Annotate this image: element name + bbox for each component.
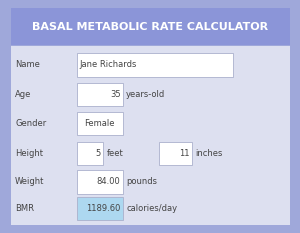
Text: Gender: Gender	[15, 119, 46, 128]
Text: Female: Female	[85, 119, 115, 128]
Text: pounds: pounds	[126, 177, 157, 186]
Text: 5: 5	[96, 149, 101, 158]
FancyBboxPatch shape	[159, 142, 192, 165]
Text: calories/day: calories/day	[126, 204, 177, 213]
Text: BASAL METABOLIC RATE CALCULATOR: BASAL METABOLIC RATE CALCULATOR	[32, 22, 268, 31]
Text: years-old: years-old	[126, 90, 165, 99]
Text: Name: Name	[15, 60, 40, 69]
FancyBboxPatch shape	[76, 142, 103, 165]
Text: BMR: BMR	[15, 204, 34, 213]
Text: Height: Height	[15, 149, 43, 158]
FancyBboxPatch shape	[76, 53, 232, 76]
Text: 35: 35	[110, 90, 121, 99]
Text: 11: 11	[179, 149, 190, 158]
Text: Weight: Weight	[15, 177, 44, 186]
Text: 84.00: 84.00	[97, 177, 121, 186]
FancyBboxPatch shape	[76, 112, 123, 136]
FancyBboxPatch shape	[76, 170, 123, 194]
Text: 1189.60: 1189.60	[86, 204, 121, 213]
FancyBboxPatch shape	[76, 197, 123, 220]
FancyBboxPatch shape	[11, 8, 290, 45]
Text: inches: inches	[195, 149, 222, 158]
Text: Age: Age	[15, 90, 31, 99]
Text: Jane Richards: Jane Richards	[79, 60, 136, 69]
FancyBboxPatch shape	[11, 46, 290, 225]
FancyBboxPatch shape	[76, 83, 123, 106]
Text: feet: feet	[106, 149, 123, 158]
